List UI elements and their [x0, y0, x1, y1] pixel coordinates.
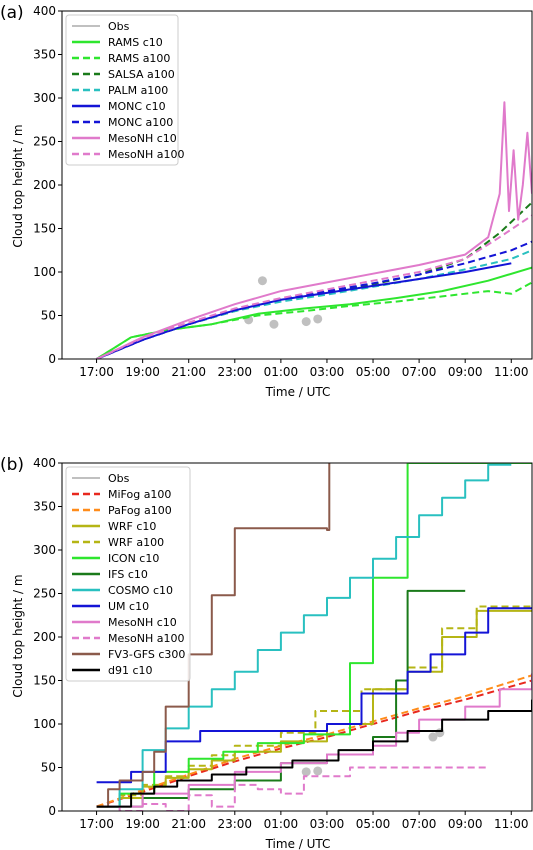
panel-a-y-tick-label: 200: [33, 178, 56, 192]
panel-b-legend-label: UM c10: [108, 600, 149, 613]
panel-a-y-axis-label: Cloud top height / m: [11, 124, 25, 247]
panel-b-series-obs-point: [428, 732, 438, 742]
panel-a-series-monc-c10-line: [96, 262, 512, 359]
panel-b-x-axis-label: Time / UTC: [265, 837, 331, 850]
panel-a-legend-label: MONC a100: [108, 116, 173, 129]
panel-a-x-tick-label: 01:00: [264, 365, 299, 379]
panel-a-x-tick-label: 09:00: [448, 365, 483, 379]
panel-a-legend-label: RAMS a100: [108, 52, 170, 65]
panel-a-series-palm-a100-line: [96, 249, 532, 359]
panel-b-y-tick-label: 50: [41, 761, 56, 775]
panel-a-x-tick-label: 17:00: [79, 365, 114, 379]
panel-b-series-mesonh-c10-line: [96, 673, 532, 808]
panel-b-x-tick-label: 21:00: [171, 817, 206, 831]
panel-a-y-tick-label: 100: [33, 265, 56, 279]
panel-b-x-tick-label: 11:00: [494, 817, 529, 831]
panel-a-series-obs-point: [313, 314, 323, 324]
panel-b-legend-box: [65, 466, 191, 682]
panel-b-x-tick-label: 05:00: [356, 817, 391, 831]
panel-a-y-tick-label: 250: [33, 135, 56, 149]
panel-a-legend-box: [65, 14, 179, 166]
panel-a-series-monc-a100-line: [96, 240, 532, 359]
panel-b-series-fv3-gfs-c300-line: [96, 463, 331, 808]
panel-a-x-axis-label: Time / UTC: [265, 385, 331, 399]
panel-b-x-tick-label: 23:00: [217, 817, 252, 831]
panel-b-y-tick-label: 400: [33, 456, 56, 470]
panel-b-x-tick-label: 03:00: [310, 817, 345, 831]
panel-b-x-tick-label: 01:00: [264, 817, 299, 831]
panel-a-x-tick-label: 05:00: [356, 365, 391, 379]
panel-a-legend-label: PALM a100: [108, 84, 168, 97]
panel-b-y-tick-label: 250: [33, 587, 56, 601]
panel-b-y-tick-label: 350: [33, 500, 56, 514]
panel-b-legend-label: FV3-GFS c300: [108, 648, 185, 661]
panel-b-legend-label: MesoNH c10: [108, 616, 177, 629]
panel-b-legend-label: COSMO c10: [108, 584, 173, 597]
panel-a-label: (a): [0, 3, 24, 23]
panel-a-series-obs-point: [257, 276, 267, 286]
panel-b-plot: 0 50 100 150 200 250 300 350 400 17:00 19:00 21:00 2…: [33, 456, 533, 831]
panel-b-legend-label: MiFog a100: [108, 488, 171, 501]
panel-b-x-tick-label: 19:00: [125, 817, 160, 831]
panel-a-series-salsa-a100-line: [96, 201, 532, 359]
panel-b-series-obs-point: [301, 767, 311, 777]
panel-b-y-tick-label: 0: [48, 804, 56, 818]
panel-b-legend-label: MesoNH a100: [108, 632, 184, 645]
panel-b-legend-label: PaFog a100: [108, 504, 172, 517]
panel-b-legend-label: WRF a100: [108, 536, 164, 549]
panel-b-x-tick-label: 17:00: [79, 817, 114, 831]
panel-b-legend-label: ICON c10: [108, 552, 159, 565]
panel-b-series-mesonh-a100-line: [96, 766, 489, 811]
panel-a-x-tick-label: 19:00: [125, 365, 160, 379]
panel-b-legend-label: d91 c10: [108, 664, 153, 677]
panel-b-y-tick-label: 150: [33, 674, 56, 688]
panel-a-y-tick-label: 50: [41, 309, 56, 323]
panel-b-series-mifog-a100-line: [96, 679, 532, 808]
panel-a-series-layer: [96, 101, 532, 359]
panel-a-x-tick-label: 07:00: [402, 365, 437, 379]
panel-a-series-mesonh-c10-line: [96, 101, 532, 359]
panel-a-x-tick-label: 03:00: [310, 365, 345, 379]
panel-b-series-layer: [96, 463, 532, 811]
panel-a-legend-label: MesoNH a100: [108, 148, 184, 161]
panel-a-y-tick-label: 350: [33, 48, 56, 62]
panel-a-y-tick-label: 0: [48, 352, 56, 366]
panel-b-series-um-c10-line: [96, 607, 532, 784]
panel-b-legend: Obs MiFog a100 PaFog a100 WRF c10 WRF a100 IC…: [65, 466, 191, 682]
panel-a-series-mesonh-a100-line: [96, 214, 532, 359]
panel-b-legend-label: IFS c10: [108, 568, 148, 581]
panel-b-legend-label: WRF c10: [108, 520, 156, 533]
panel-a-legend-label: MesoNH c10: [108, 132, 177, 145]
panel-a-series-rams-c10-line: [96, 266, 532, 359]
panel-a-y-tick-label: 400: [33, 4, 56, 18]
panel-b-series-d91-c10-line: [96, 699, 532, 808]
panel-a-plot: 0 50 100 150 200 250 300 350 400 17:00 19:00 21:00 2…: [33, 4, 533, 379]
panel-b-y-axis-label: Cloud top height / m: [11, 574, 25, 697]
panel-a-legend: Obs RAMS c10 RAMS a100 SALSA a100 PALM a100 M…: [65, 14, 184, 166]
panel-a-legend-label: RAMS c10: [108, 36, 163, 49]
panel-b-x-tick-label: 07:00: [402, 817, 437, 831]
panel-a: (a) Cloud top height / m Time / UTC 0 50 1…: [0, 3, 533, 399]
panel-b-y-tick-label: 100: [33, 717, 56, 731]
panel-a-x-tick-label: 11:00: [494, 365, 529, 379]
panel-a-series-obs-point: [269, 319, 279, 329]
panel-a-y-tick-label: 150: [33, 222, 56, 236]
panel-a-legend-label: SALSA a100: [108, 68, 175, 81]
panel-a-x-tick-label: 23:00: [217, 365, 252, 379]
panel-b-series-obs-point: [313, 766, 323, 776]
panel-b-legend-label: Obs: [108, 472, 130, 485]
panel-b-label: (b): [0, 455, 24, 475]
panel-b: (b) Cloud top height / m Time / UTC 0 50 1…: [0, 455, 533, 850]
panel-a-x-tick-label: 21:00: [171, 365, 206, 379]
panel-b-y-tick-label: 200: [33, 630, 56, 644]
panel-b-x-tick-label: 09:00: [448, 817, 483, 831]
panel-a-legend-label: MONC c10: [108, 100, 166, 113]
panel-a-series-obs-point: [301, 317, 311, 327]
panel-a-y-tick-label: 300: [33, 91, 56, 105]
panel-a-legend-label: Obs: [108, 20, 130, 33]
panel-b-y-tick-label: 300: [33, 543, 56, 557]
